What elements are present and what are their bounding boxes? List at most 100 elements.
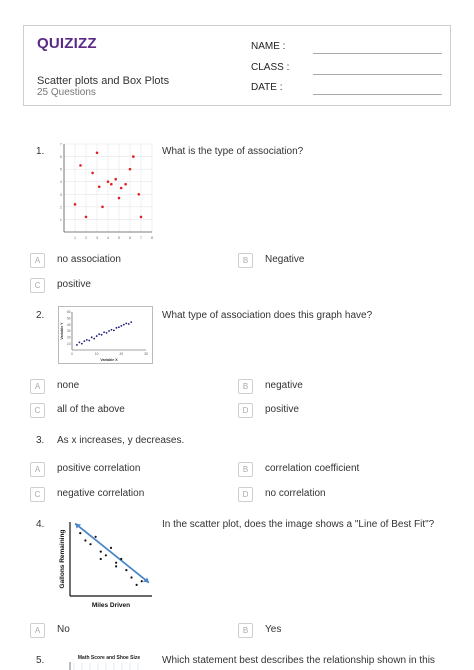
class-line [313,74,442,75]
y-tick-label: 5 [60,167,63,172]
line-arrow-start [75,523,82,529]
data-point [98,333,101,336]
data-point [115,565,118,568]
y-tick-label: 3 [60,192,63,197]
name-line [313,53,442,54]
question-5-number: 5. [36,655,45,666]
data-point [78,341,81,344]
data-point [101,205,104,209]
data-point [103,331,105,334]
option-letter: B [238,462,253,477]
data-point [95,151,99,155]
data-point [130,576,133,579]
option-letter: A [30,462,45,477]
data-point [125,322,128,325]
question-5-plot: Math Score and Shoe Size [69,655,140,670]
date-line [313,94,442,95]
y-tick-label: 2 [60,204,63,209]
option-text: no association [57,254,121,265]
data-point [125,569,128,572]
data-point [110,328,113,331]
data-point [108,330,110,332]
data-point [104,554,107,557]
worksheet-header: QUIZIZZ Scatter plots and Box Plots 25 Q… [23,25,451,106]
data-point [128,167,132,171]
x-tick-label: 20 [120,352,124,356]
line-of-best-fit [74,522,150,584]
data-point [117,326,120,329]
data-point [140,580,143,583]
data-point [122,323,125,326]
question-2-number: 2. [36,310,45,321]
option-text: all of the above [57,404,125,415]
worksheet-title: Scatter plots and Box Plots [37,75,170,87]
date-label: DATE : [251,82,283,93]
option-letter: C [30,278,45,293]
option-text: No [57,624,70,635]
data-point [83,340,86,343]
data-point [117,196,121,200]
question-4-scatter-plot: Miles Driven Gallons Remaining [59,522,152,609]
x-tick-label: 4 [107,235,110,240]
x-tick-label: 6 [129,235,132,240]
x-tick-label: 2 [85,235,88,240]
question-1-number: 1. [36,146,45,157]
option-letter: A [30,623,45,638]
data-point [127,323,130,325]
option-letter: D [238,487,253,502]
class-label: CLASS : [251,62,290,73]
data-point [76,344,78,346]
data-point [79,532,82,535]
data-point [97,185,101,189]
option-letter: C [30,487,45,502]
data-point [132,155,135,158]
option-text: negative [265,380,303,391]
data-point [84,539,87,542]
line-arrow-end [142,577,149,583]
data-point [91,171,94,175]
data-point [88,339,91,342]
data-point [109,546,113,549]
class-field[interactable]: CLASS : [251,62,442,75]
y-tick-label: 6 [60,154,63,159]
option-text: positive [265,404,299,415]
data-point [79,164,82,167]
data-point [139,215,143,219]
name-label: NAME : [251,41,286,52]
data-point [124,182,127,186]
option-letter: A [30,253,45,268]
x-tick-label: 5 [118,235,121,240]
x-tick-label: 1 [74,235,77,240]
y-tick-label: 40 [67,323,71,327]
option-text: Yes [265,624,282,635]
option-letter: B [238,379,253,394]
question-2-text: What type of association does this graph… [162,310,373,321]
data-point [135,583,138,586]
data-point [130,321,133,324]
y-tick-label: 60 [67,310,71,314]
question-count: 25 Questions [37,87,96,98]
data-point [114,177,117,181]
option-text: Negative [265,254,305,265]
question-4-text: In the scatter plot, does the image show… [162,519,435,530]
x-tick-label: 3 [96,235,99,240]
option-text: no correlation [265,488,326,499]
option-letter: D [238,403,253,418]
date-field[interactable]: DATE : [251,82,442,95]
y-tick-label: 20 [67,336,71,340]
y-tick-label: 30 [67,329,71,333]
data-point [120,557,123,561]
y-tick-label: 7 [60,142,63,147]
data-point [89,543,92,546]
question-5-text: Which statement best describes the relat… [162,655,435,666]
y-tick-label: 4 [60,179,63,184]
name-field[interactable]: NAME : [251,41,442,54]
figure-frame [58,306,153,364]
data-point [80,342,83,345]
option-letter: B [238,253,253,268]
option-letter: A [30,379,45,394]
y-tick-label: 50 [67,317,71,321]
data-point [119,186,123,190]
question-1-scatter-plot: 7 6 5 4 3 2 1 1 2 3 4 5 6 7 8 [60,142,154,241]
question-1-text: What is the type of association? [162,146,304,157]
